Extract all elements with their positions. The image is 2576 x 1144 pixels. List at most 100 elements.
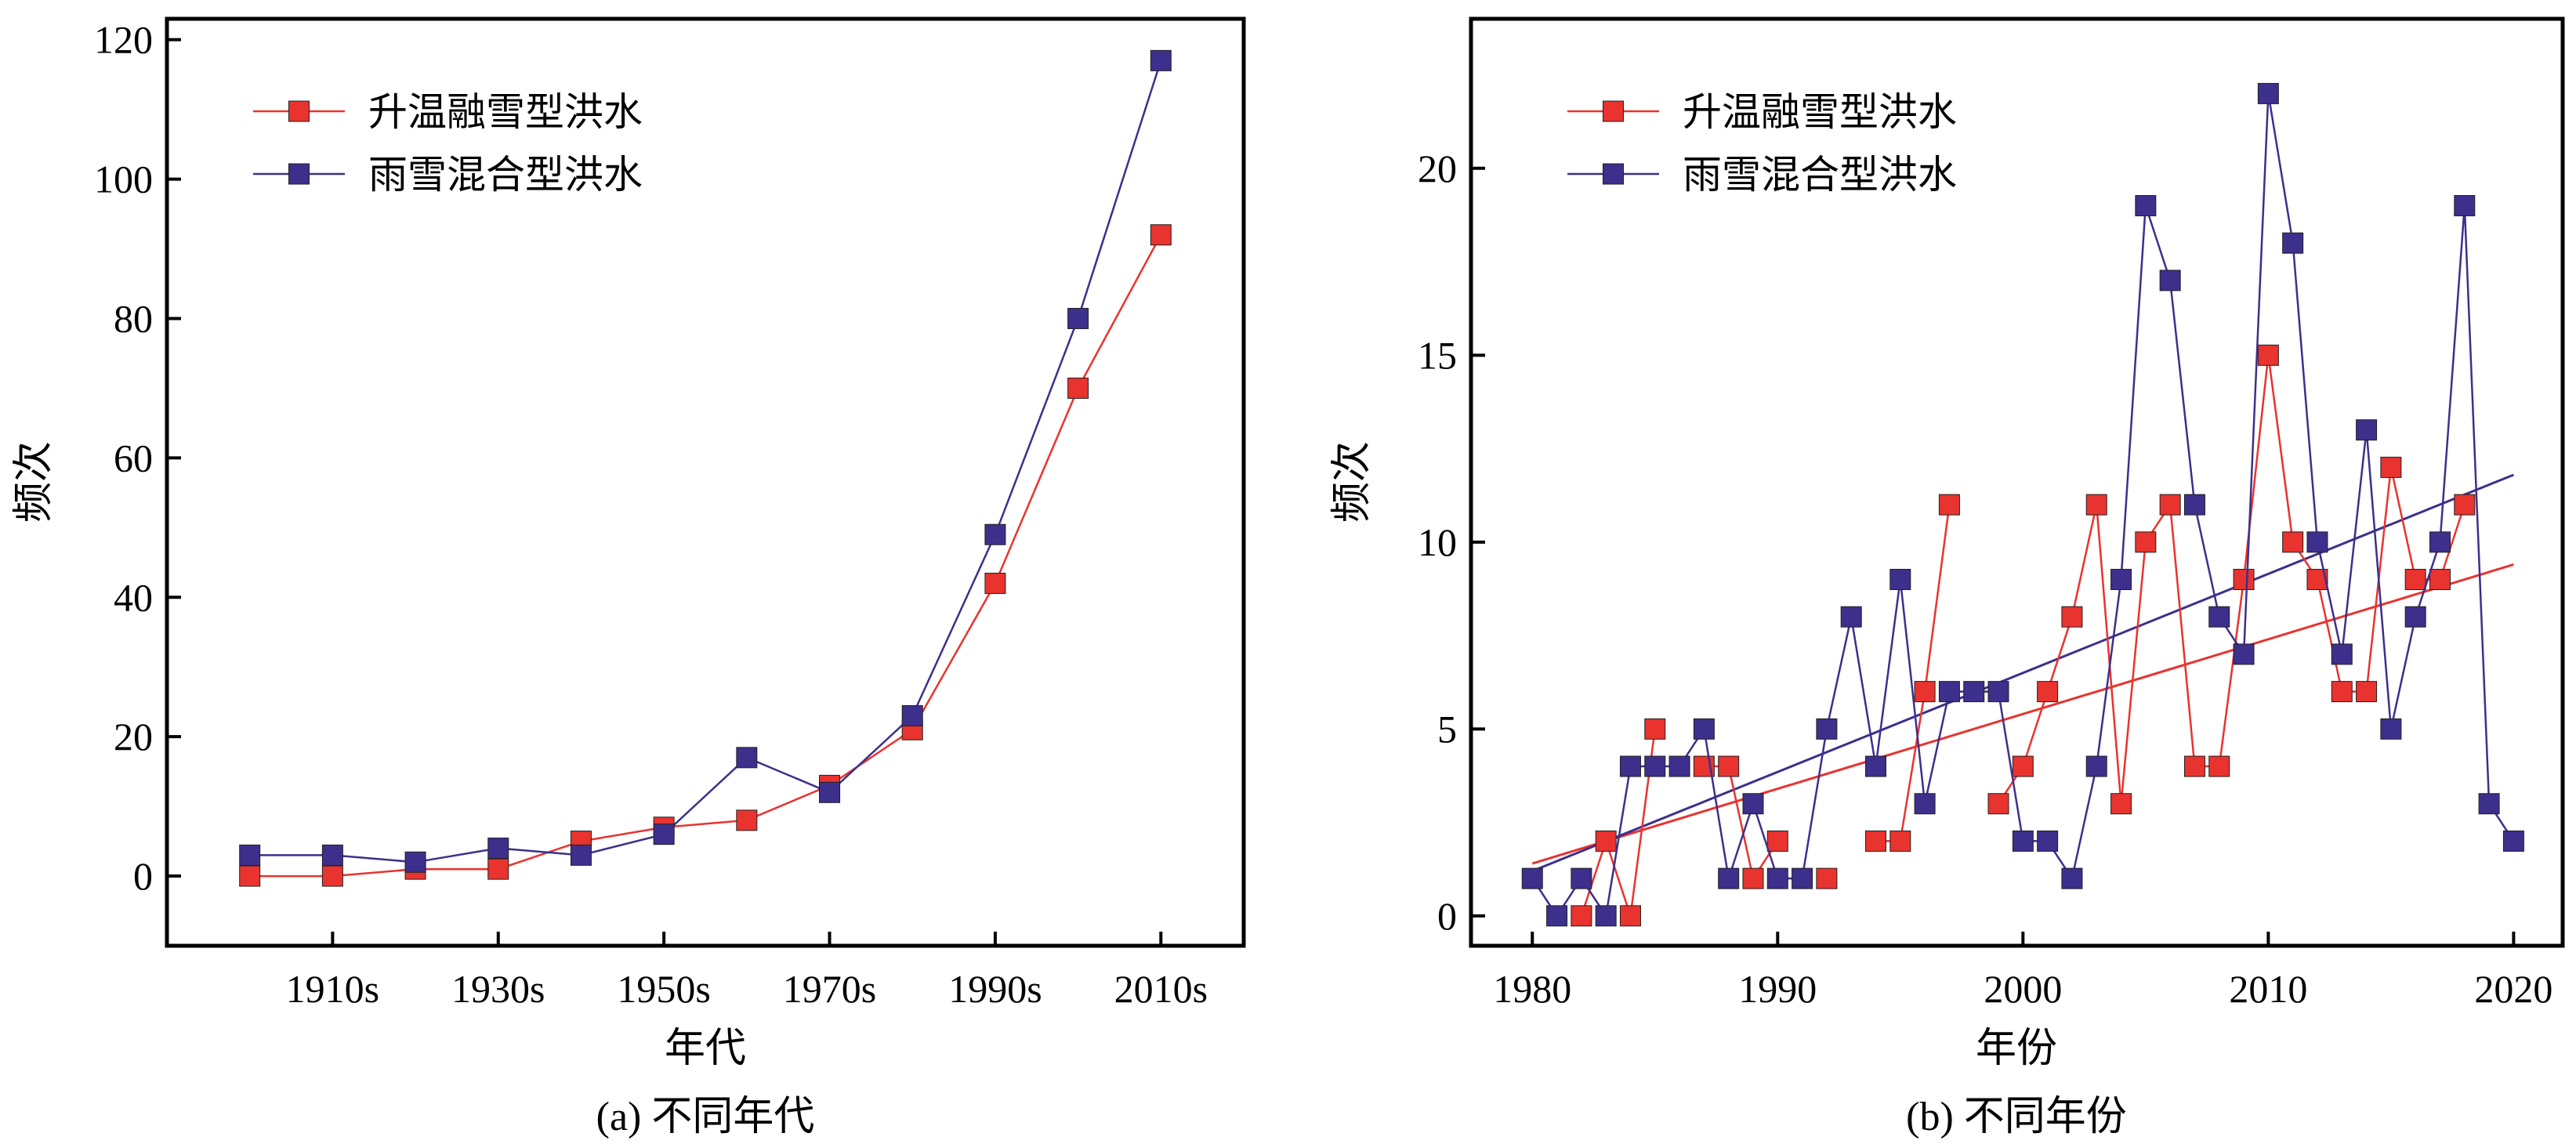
data-point <box>2429 569 2451 591</box>
data-point <box>1718 755 1740 777</box>
trend-line <box>1531 563 2514 865</box>
data-point <box>321 865 343 887</box>
legend-marker <box>288 163 310 185</box>
series-line <box>1997 355 2465 805</box>
data-point <box>2380 456 2402 478</box>
x-tick-label: 2010s <box>1114 967 1208 1011</box>
x-tick-label: 1930s <box>451 967 545 1011</box>
legend-marker <box>288 100 310 122</box>
y-tick-label: 60 <box>114 436 153 480</box>
data-point <box>1914 793 1936 815</box>
series-line <box>1875 504 1951 842</box>
data-point <box>2502 830 2524 852</box>
data-point <box>653 824 675 845</box>
data-point <box>1150 224 1172 246</box>
data-point <box>487 837 509 859</box>
data-point <box>736 809 758 831</box>
data-point <box>2306 531 2328 553</box>
x-tick-label: 1980 <box>1493 967 1571 1011</box>
x-tick-label: 2010 <box>2229 967 2307 1011</box>
data-point <box>2110 569 2132 591</box>
data-point <box>1067 377 1089 399</box>
data-point <box>2061 867 2083 889</box>
data-point <box>2257 82 2279 104</box>
panel-caption: (b) 不同年份 <box>1906 1095 2127 1139</box>
x-tick-label: 2020 <box>2474 967 2552 1011</box>
data-point <box>1693 718 1715 740</box>
data-point <box>1840 606 1862 628</box>
data-point <box>1644 718 1666 740</box>
data-point <box>1938 494 1960 516</box>
data-point <box>1571 867 1592 889</box>
data-point <box>1595 830 1617 852</box>
data-point <box>1150 49 1172 71</box>
data-point <box>2331 681 2353 703</box>
data-point <box>487 858 509 880</box>
legend-item: 雨雪混合型洪水 <box>1567 152 1957 197</box>
y-tick-label: 10 <box>1418 520 1457 564</box>
x-tick-label: 1910s <box>286 967 379 1011</box>
data-point <box>2061 606 2083 628</box>
data-point <box>2282 232 2304 254</box>
data-point <box>1792 867 1813 889</box>
data-point <box>2110 793 2132 815</box>
legend-label: 雨雪混合型洪水 <box>1683 152 1957 197</box>
legend-item: 雨雪混合型洪水 <box>253 152 643 197</box>
legend-label: 升温融雪型洪水 <box>368 89 643 135</box>
x-tick-label: 1990 <box>1738 967 1817 1011</box>
data-point <box>2159 270 2181 291</box>
data-point <box>1865 755 1887 777</box>
y-axis-label: 频次 <box>10 441 57 523</box>
legend-label: 雨雪混合型洪水 <box>368 152 643 197</box>
data-point <box>1742 867 1764 889</box>
data-point <box>2380 718 2402 740</box>
x-tick-label: 1970s <box>783 967 876 1011</box>
x-axis-label: 年份 <box>1976 1025 2057 1072</box>
data-point <box>1546 905 1568 927</box>
data-point <box>901 704 923 726</box>
legend-label: 升温融雪型洪水 <box>1683 89 1957 135</box>
data-point <box>1963 681 1985 703</box>
y-tick-label: 80 <box>114 296 153 340</box>
legend-item: 升温融雪型洪水 <box>1567 89 1957 135</box>
data-point <box>1067 307 1089 329</box>
data-point <box>1718 867 1740 889</box>
data-point <box>2135 531 2157 553</box>
data-point <box>2208 606 2230 628</box>
data-point <box>321 844 343 866</box>
series-line <box>1580 729 1657 917</box>
data-point <box>1889 569 1911 591</box>
data-point <box>2085 755 2107 777</box>
y-tick-label: 120 <box>94 18 153 62</box>
data-point <box>404 851 426 873</box>
panel-a: 0 20 40 60 80 100 120 1910s 1930s 1950s 1970s 1990s… <box>10 16 1246 1139</box>
data-point <box>1766 867 1788 889</box>
data-point <box>1668 755 1690 777</box>
panel-caption: (a) 不同年代 <box>596 1095 815 1139</box>
legend-item: 升温融雪型洪水 <box>253 89 643 135</box>
data-point <box>1914 681 1936 703</box>
data-point <box>1987 793 2009 815</box>
data-point <box>1521 867 1543 889</box>
x-tick-label: 1990s <box>948 967 1042 1011</box>
data-point <box>1889 830 1911 852</box>
data-point <box>2037 681 2059 703</box>
series-line <box>1531 93 2515 919</box>
y-tick-label: 5 <box>1437 707 1457 751</box>
data-point <box>2085 494 2107 516</box>
data-point <box>1595 905 1617 927</box>
y-tick-label: 15 <box>1418 333 1457 377</box>
data-point <box>2208 755 2230 777</box>
y-tick-label: 20 <box>1418 147 1457 190</box>
x-tick-label: 1950s <box>617 967 710 1011</box>
data-point <box>2159 494 2181 516</box>
data-point <box>2404 569 2426 591</box>
data-point <box>2282 531 2304 553</box>
series-line <box>249 234 1162 878</box>
data-point <box>984 523 1006 545</box>
data-point <box>2454 494 2476 516</box>
data-point <box>2331 643 2353 665</box>
data-point <box>1938 681 1960 703</box>
data-point <box>2404 606 2426 628</box>
